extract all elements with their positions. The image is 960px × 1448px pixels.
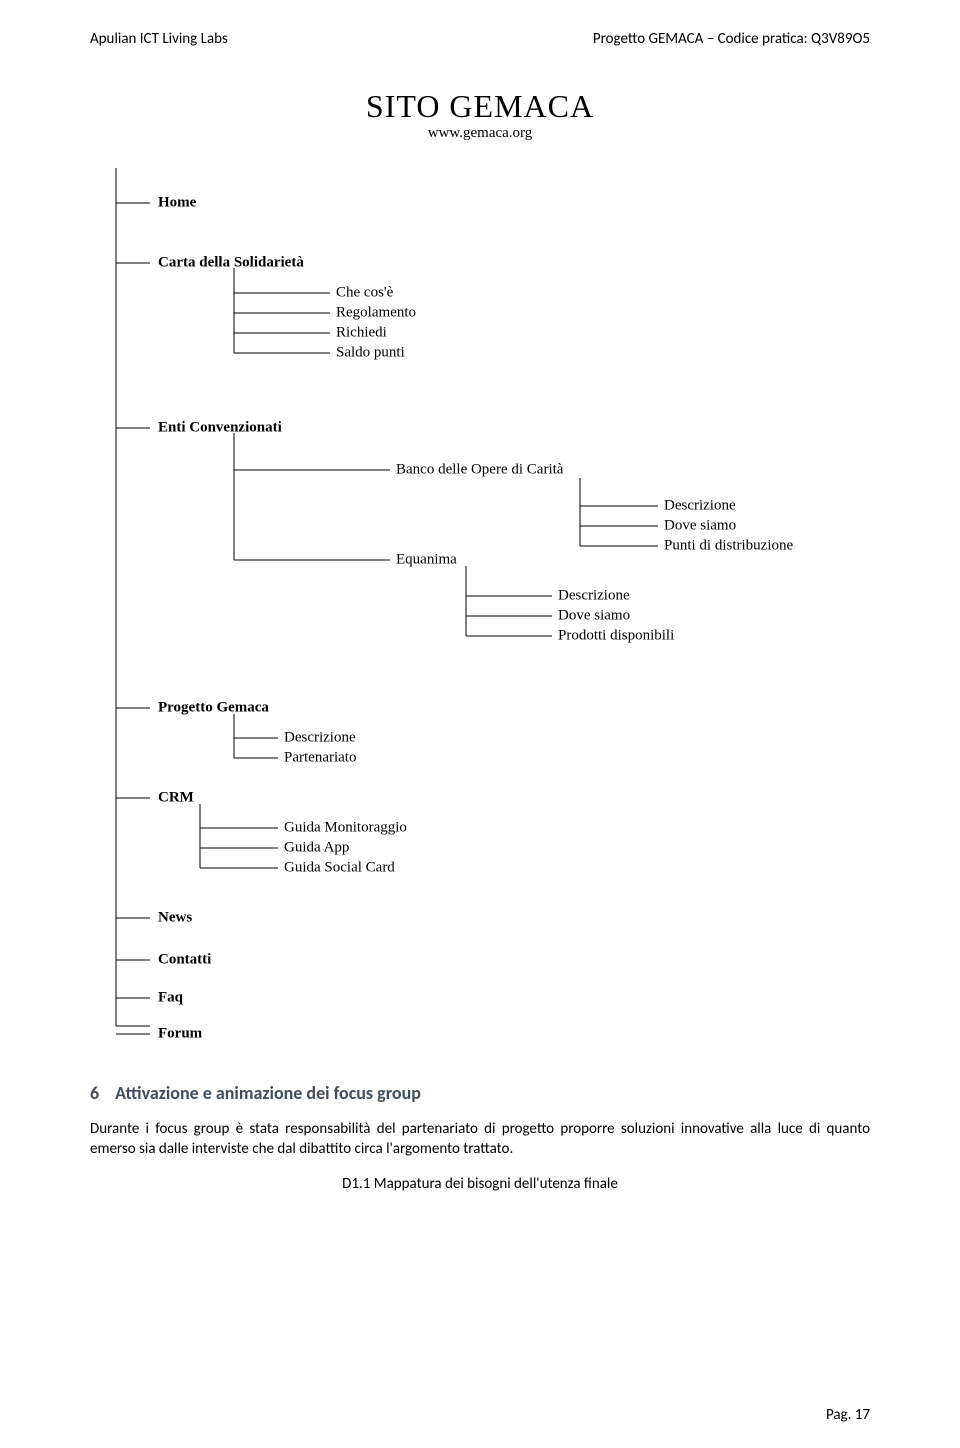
tree-node-label: Enti Convenzionati <box>158 419 282 435</box>
header-left: Apulian ICT Living Labs <box>90 30 228 48</box>
tree-node-label: Guida App <box>284 839 349 855</box>
tree-node-label: Faq <box>158 989 184 1005</box>
tree-node-label: Saldo punti <box>336 344 405 360</box>
tree-node-label: Dove siamo <box>664 517 736 533</box>
tree-node-label: CRM <box>158 789 194 805</box>
section-heading: 6 Attivazione e animazione dei focus grou… <box>90 1082 870 1104</box>
sitemap-tree: Home Carta della Solidarietà Che cos'è Rego… <box>80 148 880 1058</box>
tree-node-label: Equanima <box>396 551 457 567</box>
tree-node-label: Descrizione <box>558 587 630 603</box>
tree-node-label: Partenariato <box>284 749 356 765</box>
tree-node-label: News <box>158 909 192 925</box>
tree-node-label: Regolamento <box>336 304 416 320</box>
tree-node-label: Guida Monitoraggio <box>284 819 407 835</box>
tree-node-label: Carta della Solidarietà <box>158 254 304 270</box>
section-body: Durante i focus group è stata responsabi… <box>90 1119 870 1160</box>
tree-node-label: Contatti <box>158 951 211 967</box>
footer-caption: D1.1 Mappatura dei bisogni dell'utenza f… <box>90 1175 870 1193</box>
page-number: Pag. 17 <box>826 1406 870 1424</box>
tree-node-label: Progetto Gemaca <box>158 699 269 715</box>
document-page: Apulian ICT Living Labs Progetto GEMACA … <box>0 0 960 1448</box>
tree-node-label: Prodotti disponibili <box>558 627 674 643</box>
tree-node-label: Richiedi <box>336 324 387 340</box>
tree-node-label: Descrizione <box>284 729 356 745</box>
sitemap-url: www.gemaca.org <box>90 125 870 142</box>
tree-node-label: Dove siamo <box>558 607 630 623</box>
tree-node-label: Guida Social Card <box>284 859 395 875</box>
tree-node-label: Banco delle Opere di Carità <box>396 461 564 477</box>
page-header: Apulian ICT Living Labs Progetto GEMACA … <box>90 30 870 48</box>
tree-node-label: Che cos'è <box>336 284 394 300</box>
header-right: Progetto GEMACA – Codice pratica: Q3V89O… <box>593 30 870 48</box>
section-title: Attivazione e animazione dei focus group <box>115 1082 421 1104</box>
sitemap-title-block: SITO GEMACA www.gemaca.org <box>90 88 870 142</box>
tree-node-label: Punti di distribuzione <box>664 537 794 553</box>
tree-node-label: Home <box>158 194 197 210</box>
section-number: 6 <box>90 1082 99 1104</box>
tree-node-label: Descrizione <box>664 497 736 513</box>
tree-node-label: Forum <box>158 1025 203 1041</box>
sitemap-title: SITO GEMACA <box>90 88 870 125</box>
